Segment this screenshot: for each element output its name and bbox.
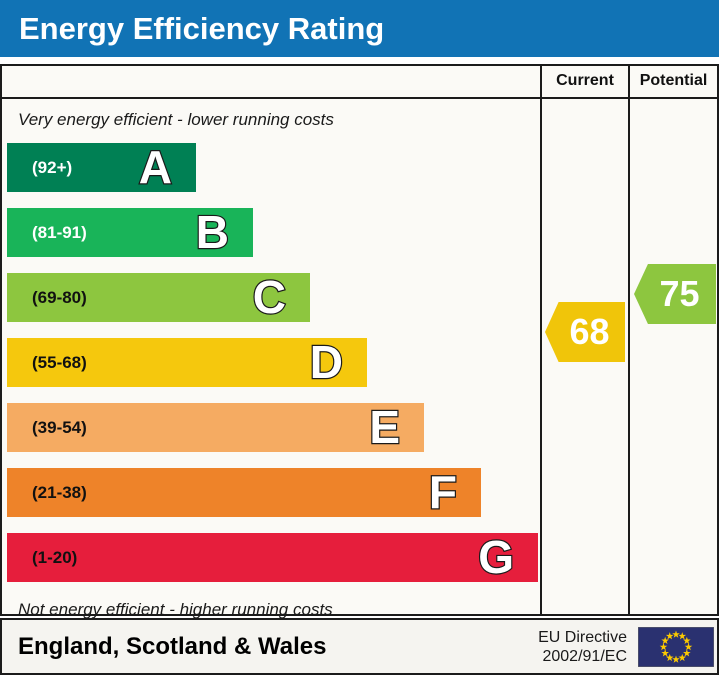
region-label: England, Scotland & Wales [18, 632, 327, 660]
eu-directive-line2: 2002/91/EC [542, 647, 627, 665]
band-e-range: (39-54) [32, 417, 87, 437]
band-a-range: (92+) [32, 157, 73, 177]
band-a: (92+) A [7, 141, 196, 193]
band-e-letter: E [368, 401, 401, 453]
rating-chart: Current Potential Very energy efficient … [0, 64, 719, 619]
chart-body: Very energy efficient - lower running co… [2, 99, 717, 619]
band-c-range: (69-80) [32, 287, 87, 307]
band-f: (21-38) F [7, 466, 481, 518]
band-d-range: (55-68) [32, 352, 87, 372]
band-f-range: (21-38) [32, 482, 87, 502]
potential-rating-arrow: 75 [634, 264, 716, 324]
chart-header-row: Current Potential [2, 66, 717, 99]
band-b-range: (81-91) [32, 222, 87, 242]
title-bar: Energy Efficiency Rating [0, 0, 719, 57]
footer: England, Scotland & Wales EU Directive 2… [0, 618, 719, 675]
current-column: 68 [540, 99, 628, 614]
potential-column: 75 [628, 99, 717, 614]
header-spacer [2, 66, 540, 97]
band-c-letter: C [252, 271, 288, 323]
band-c: (69-80) C [7, 271, 310, 323]
current-rating-arrow: 68 [545, 302, 625, 362]
band-e: (39-54) E [7, 401, 424, 453]
eu-flag-icon [638, 626, 714, 667]
bottom-note: Not energy efficient - higher running co… [18, 600, 333, 619]
band-g-letter: G [477, 531, 515, 583]
current-rating-value: 68 [569, 311, 610, 352]
top-note: Very energy efficient - lower running co… [18, 110, 334, 129]
column-header-current: Current [540, 66, 628, 97]
band-d: (55-68) D [7, 336, 367, 388]
band-a-letter: A [138, 141, 174, 193]
band-f-letter: F [428, 466, 459, 518]
band-b: (81-91) B [7, 206, 253, 258]
potential-rating-value: 75 [659, 273, 700, 314]
bands-column: Very energy efficient - lower running co… [2, 99, 540, 619]
band-b-letter: B [195, 206, 231, 258]
band-g-range: (1-20) [32, 547, 78, 567]
eu-directive-label: EU Directive 2002/91/EC [538, 628, 627, 666]
page-title: Energy Efficiency Rating [19, 10, 385, 46]
band-g: (1-20) G [7, 531, 538, 583]
band-d-letter: D [309, 336, 345, 388]
eu-directive-line1: EU Directive [538, 628, 627, 646]
column-header-potential: Potential [628, 66, 717, 97]
